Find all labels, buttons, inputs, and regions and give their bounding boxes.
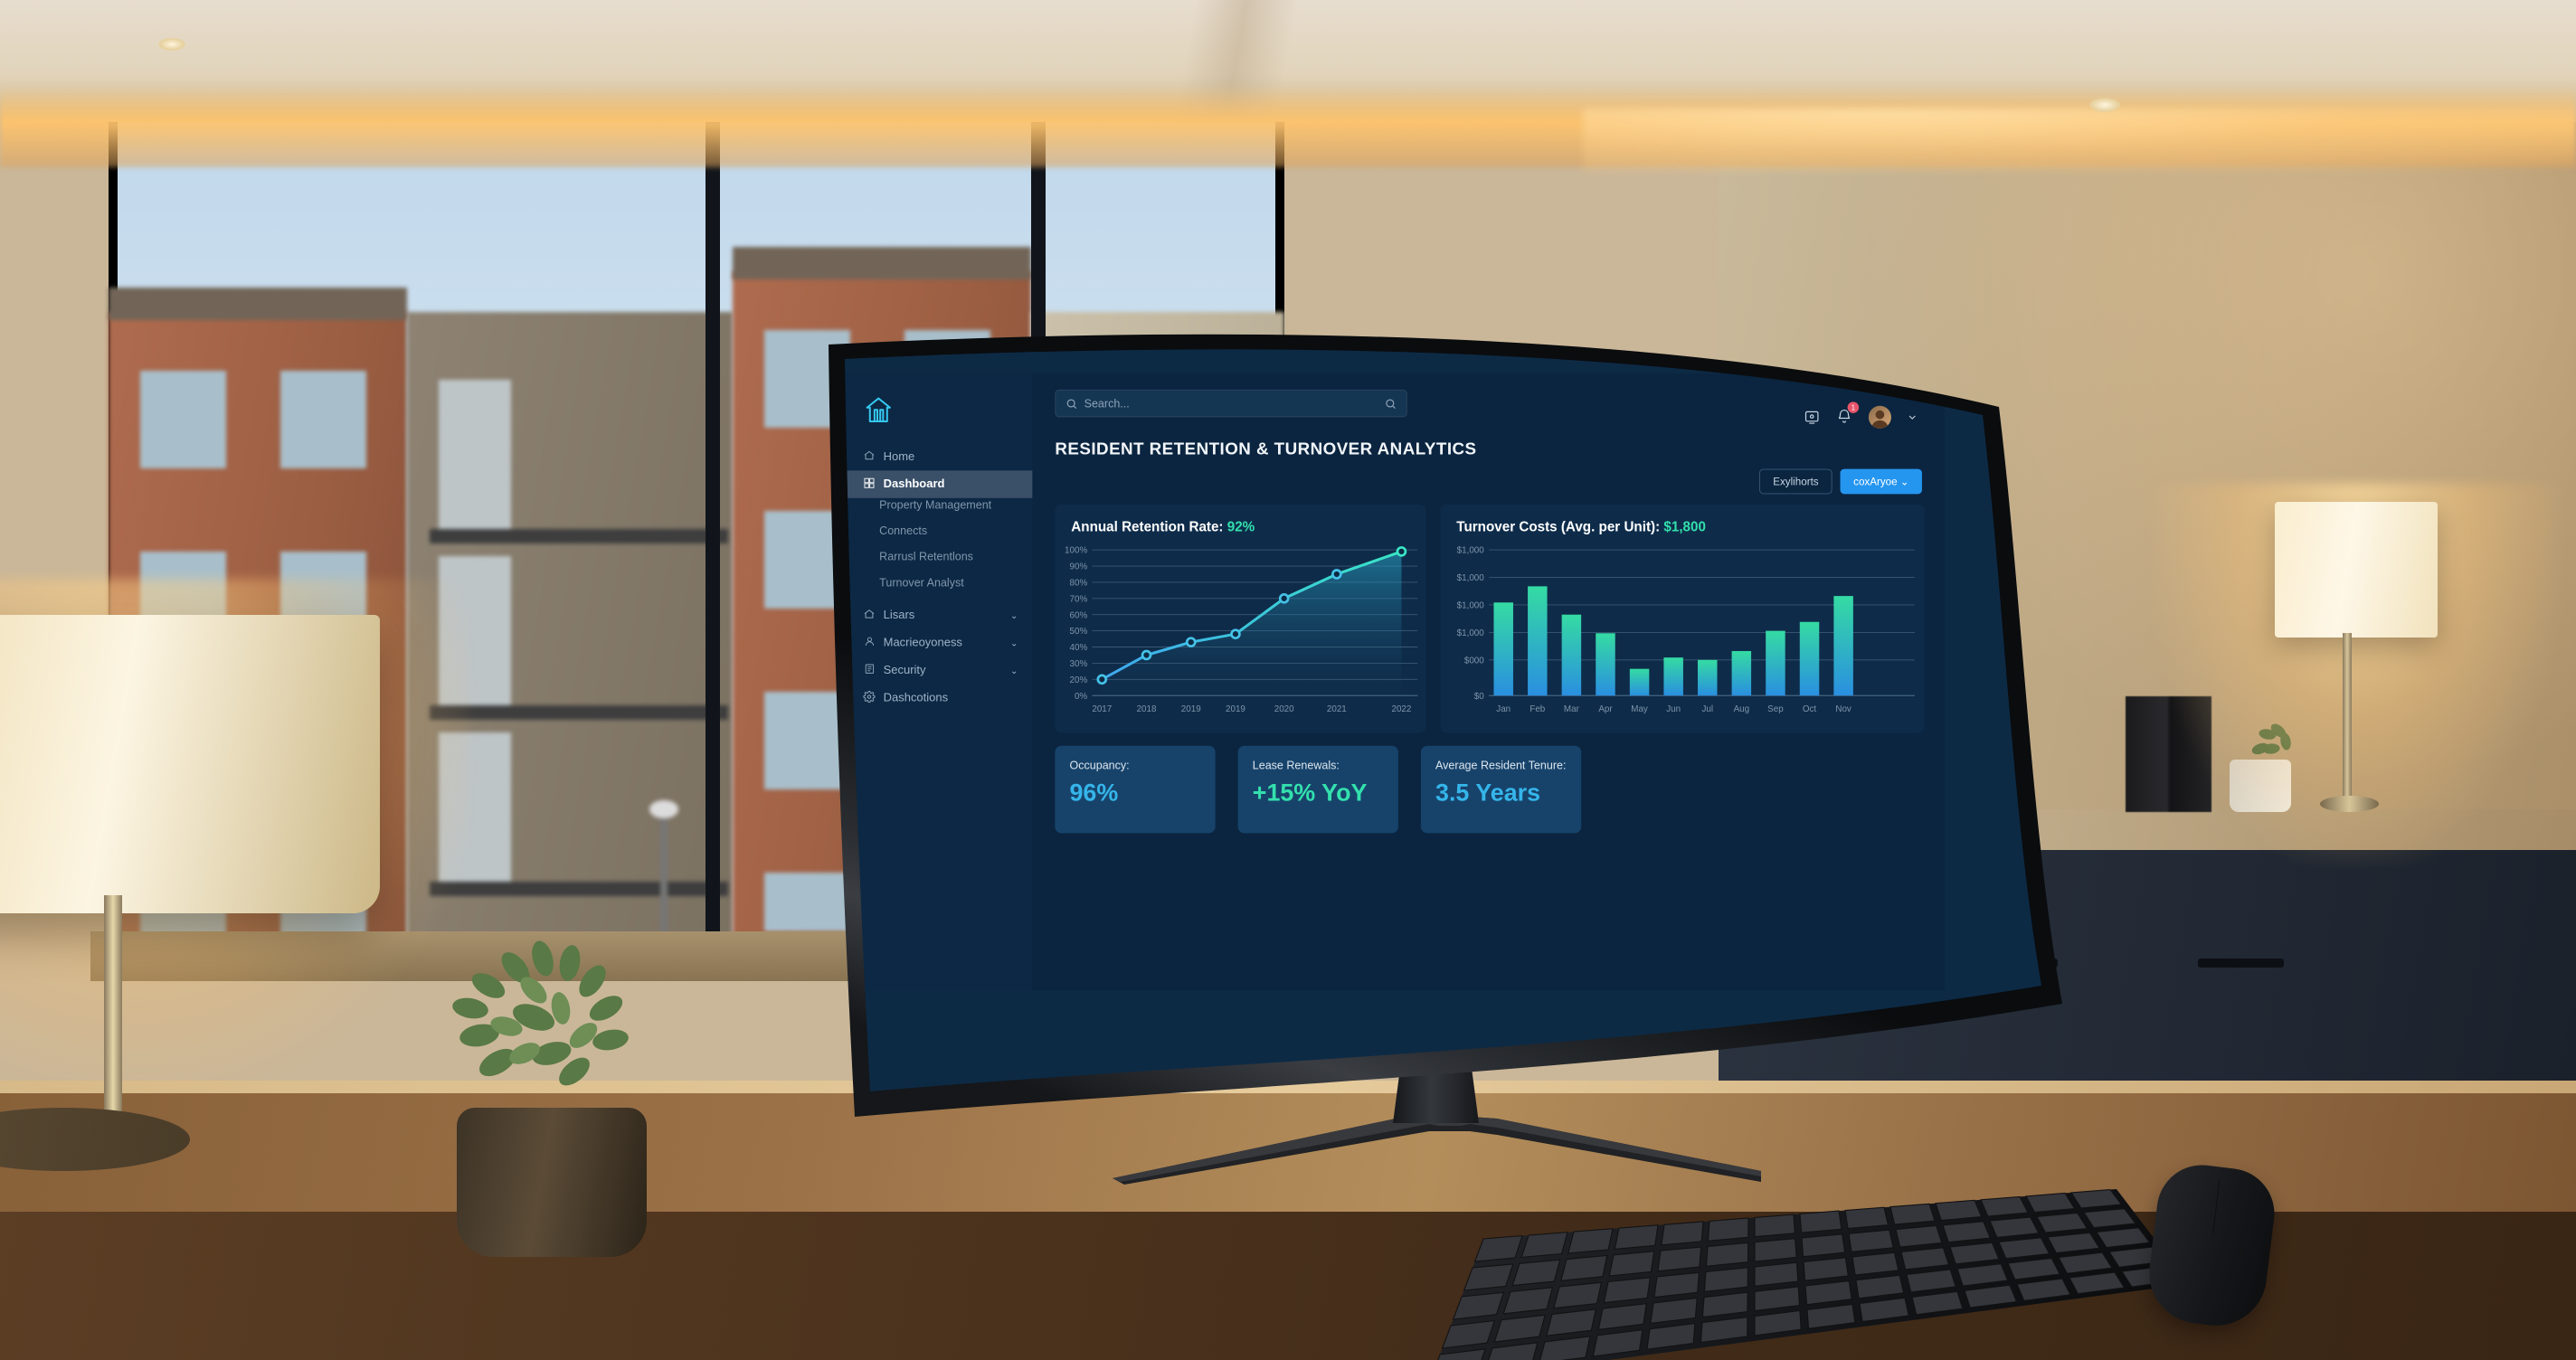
svg-text:$000: $000: [1464, 656, 1484, 666]
svg-text:Jan: Jan: [1496, 704, 1511, 714]
svg-text:2017: 2017: [1092, 704, 1112, 714]
svg-text:30%: 30%: [1070, 659, 1088, 669]
svg-text:Sep: Sep: [1767, 704, 1784, 714]
svg-text:$1,000: $1,000: [1457, 628, 1485, 638]
svg-text:Jul: Jul: [1701, 704, 1713, 714]
svg-text:$1,000: $1,000: [1457, 573, 1485, 583]
svg-text:2020: 2020: [1274, 704, 1294, 714]
svg-text:90%: 90%: [1070, 562, 1088, 572]
svg-text:$1,000: $1,000: [1457, 601, 1485, 611]
svg-text:2021: 2021: [1327, 704, 1347, 714]
svg-text:2019: 2019: [1226, 704, 1245, 714]
svg-text:40%: 40%: [1070, 643, 1088, 653]
svg-text:$0: $0: [1474, 692, 1484, 702]
svg-text:$1,000: $1,000: [1457, 546, 1485, 556]
svg-text:May: May: [1631, 704, 1648, 714]
svg-text:80%: 80%: [1070, 578, 1088, 588]
svg-text:2018: 2018: [1137, 704, 1157, 714]
svg-text:Oct: Oct: [1803, 704, 1817, 714]
svg-text:2022: 2022: [1392, 704, 1412, 714]
svg-text:0%: 0%: [1075, 692, 1087, 702]
svg-text:20%: 20%: [1070, 675, 1088, 685]
svg-text:50%: 50%: [1070, 627, 1088, 637]
svg-text:100%: 100%: [1065, 546, 1087, 556]
svg-text:Nov: Nov: [1835, 704, 1852, 714]
svg-text:Mar: Mar: [1564, 704, 1580, 714]
svg-text:70%: 70%: [1070, 594, 1088, 604]
svg-text:60%: 60%: [1070, 610, 1088, 620]
svg-text:Jun: Jun: [1666, 704, 1681, 714]
svg-text:Aug: Aug: [1734, 704, 1750, 714]
svg-text:2019: 2019: [1181, 704, 1201, 714]
svg-text:Feb: Feb: [1530, 704, 1545, 714]
svg-text:Apr: Apr: [1598, 704, 1613, 714]
